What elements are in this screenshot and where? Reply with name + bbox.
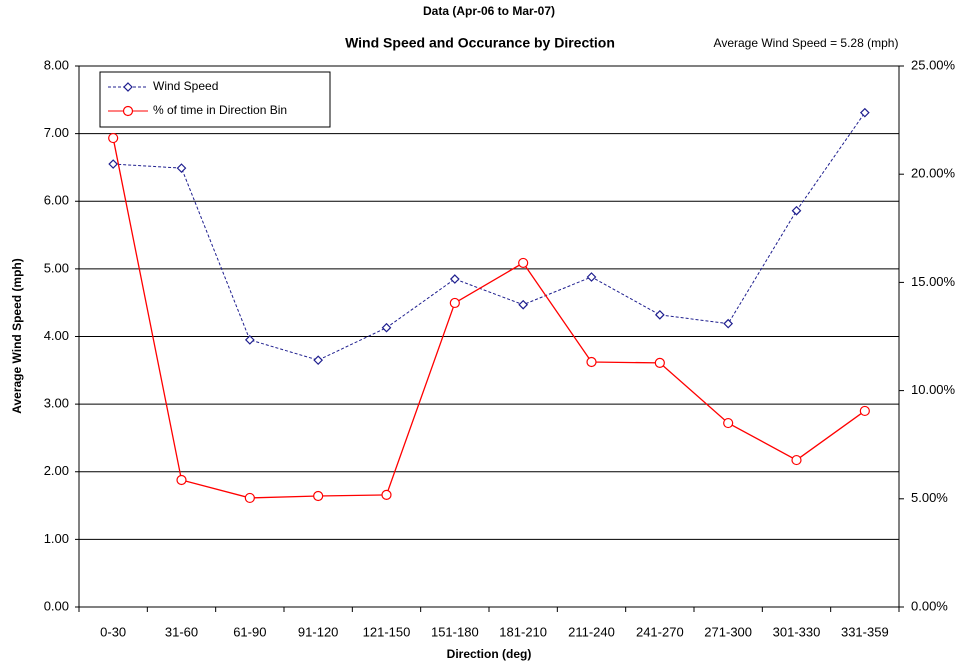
y-tick-label: 1.00 [44,531,69,546]
point [176,474,187,486]
x-tick-label: 301-330 [773,624,821,639]
point [723,318,734,329]
x-tick-label: 121-150 [363,624,411,639]
point [654,310,665,320]
point [518,257,529,269]
y-tick-label: 4.00 [44,328,69,343]
point [381,322,392,333]
x-tick-label: 241-270 [636,624,684,639]
chart-subtitle: Data (Apr-06 to Mar-07) [423,4,555,18]
point [381,489,392,501]
legend-label: % of time in Direction Bin [153,103,287,117]
point [313,490,324,502]
y-axis-label: Average Wind Speed (mph) [10,258,24,413]
x-tick-label: 151-180 [431,624,479,639]
legend-label: Wind Speed [153,79,218,93]
annotation: Average Wind Speed = 5.28 (mph) [714,36,899,50]
y-tick-label: 7.00 [44,125,69,140]
y2-tick-label: 5.00% [911,490,948,505]
chart-title: Wind Speed and Occurance by Direction [345,35,615,51]
y-tick-label: 5.00 [44,260,69,275]
y2-tick-label: 20.00% [911,166,956,181]
y-tick-label: 2.00 [44,463,69,478]
point [176,163,187,173]
series-line [112,137,866,499]
y-tick-label: 6.00 [44,193,69,208]
point [723,417,734,429]
point [518,299,529,310]
point [791,454,802,466]
point [449,297,460,309]
y-tick-label: 8.00 [44,57,69,72]
x-tick-label: 331-359 [841,624,889,639]
x-tick-label: 211-240 [568,624,615,639]
y2-tick-label: 15.00% [911,274,956,289]
series-line [113,112,866,361]
legend-marker [122,105,134,117]
x-tick-label: 181-210 [499,624,547,639]
point [859,107,870,118]
x-tick-label: 0-30 [100,624,126,639]
point [791,205,802,216]
point [586,356,597,368]
point [244,335,255,345]
x-tick-label: 91-120 [298,624,338,639]
point [108,159,119,169]
point [586,272,597,282]
x-axis-label: Direction (deg) [447,647,532,661]
point [313,355,324,366]
legend-box [99,71,331,128]
point [244,492,255,504]
point [859,405,870,417]
y-tick-label: 0.00 [44,598,69,613]
point [449,274,460,284]
y-tick-label: 3.00 [44,396,69,411]
x-tick-label: 31-60 [165,624,198,639]
legend-marker [123,82,133,92]
x-tick-label: 61-90 [233,624,266,639]
point [108,132,119,144]
y2-tick-label: 25.00% [911,57,956,72]
y2-tick-label: 0.00% [911,598,948,613]
y2-tick-label: 10.00% [911,382,956,397]
point [654,357,665,369]
x-tick-label: 271-300 [704,624,752,639]
